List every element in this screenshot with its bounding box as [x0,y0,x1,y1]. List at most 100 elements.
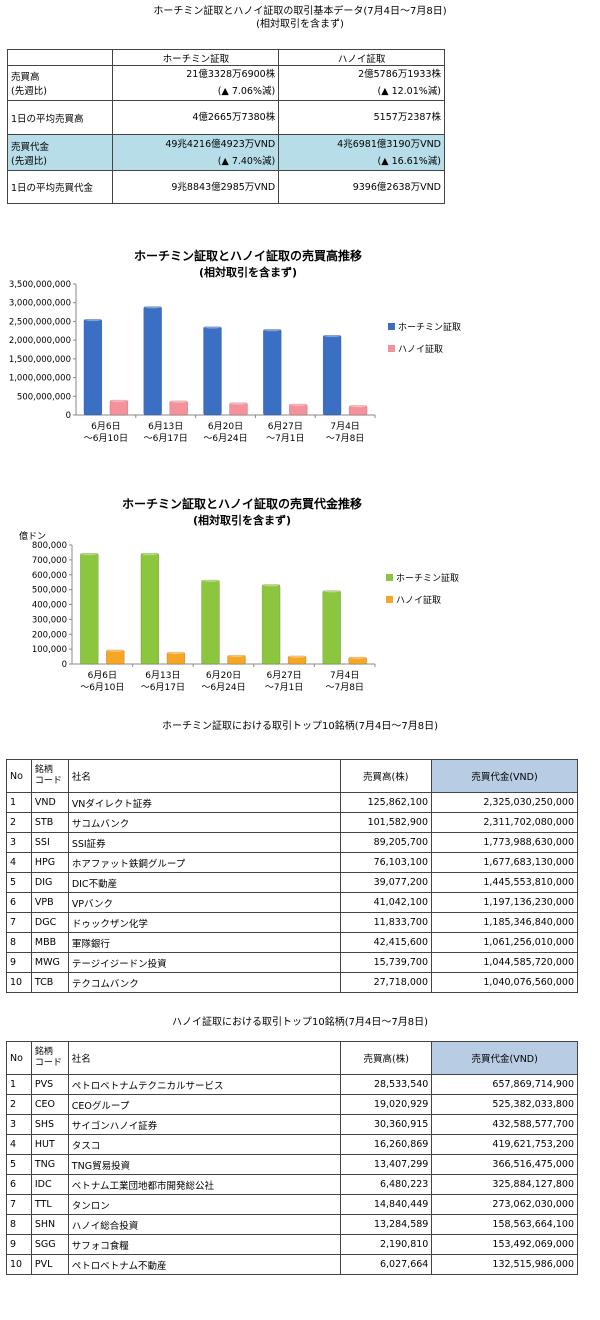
summary-hose-value: 9兆8843億2985万VND [112,170,280,204]
y-tick-label: 100,000 [32,645,67,655]
chart-subtitle: (相対取引を含まず) [193,513,291,527]
bar-hose [261,584,281,665]
summary-hose-value: 4億2665万7380株 [112,100,280,135]
cell-company-name: サコムバンク [67,812,341,833]
bar-top-highlight [80,551,99,556]
legend-label: ハノイ証取 [398,343,443,355]
cell-volume: 6,480,223 [340,1174,433,1195]
cell-value: 1,040,076,560,000 [431,972,578,993]
x-tick-label: ～7月1日 [265,682,303,693]
cell-no: 7 [6,1194,32,1215]
table-row: 6 IDC ベトナム工業団地都市開発総公社 6,480,223 325,884,127,… [6,1174,578,1195]
bar-hnx [229,402,248,416]
cell-code: SHS [30,1114,69,1135]
table-row: 7 TTL タンロン 14,840,449 273,062,030,000 [6,1194,578,1215]
bar-top-highlight [143,304,162,309]
cell-no: 4 [6,1134,32,1155]
cell-code: TNG [30,1154,69,1175]
table-row: 10 TCB テクコムバンク 27,718,000 1,040,076,560,000 [6,972,578,993]
table-row: 9 MWG テージイジードン投資 15,739,700 1,044,585,720,00… [6,952,578,973]
cell-value: 657,869,714,900 [431,1074,578,1095]
table-row: 4 HUT タスコ 16,260,869 419,621,753,200 [6,1134,578,1155]
y-tick-label: 800,000 [32,541,67,551]
summary-title: ホーチミン証取とハノイ証取の取引基本データ(7月4日～7月8日) (相対取引を含… [0,5,600,31]
turnover-chart: ホーチミン証取とハノイ証取の売買代金推移 (相対取引を含まず) 億ドン 0 100,00… [19,496,459,693]
cell-volume: 76,103,100 [339,852,433,873]
cell-volume: 16,260,869 [340,1134,433,1155]
bar-hnx [287,655,307,665]
cell-code: CEO [30,1094,69,1115]
cell-code: TCB [30,972,69,993]
y-tick-label: 400,000 [32,601,67,611]
cell-code: MWG [30,952,69,973]
cell-value: 1,197,136,230,000 [431,892,578,913]
hose-rank-header: No 銘柄 コード 社名 売買高(株) 売買代金(VND) [6,759,578,793]
cell-volume: 15,739,700 [339,952,433,973]
summary-row-volume: 売買高 (先週比) 21億3328万6900株 (▲ 7.06%減) 2億5786万… [6,65,445,101]
header-name: 社名 [67,1041,342,1075]
cell-company-name: 軍隊銀行 [67,932,341,953]
cell-company-name: サイゴンハノイ証券 [67,1114,342,1135]
cell-value: 325,884,127,800 [431,1174,578,1195]
bar-hose [80,552,99,665]
hnx-rank-body: 1 PVS ペトロベトナムテクニカルサービス 28,533,540 657,869,71… [6,1074,578,1275]
legend-swatch [388,345,395,352]
cell-value: 366,516,475,000 [431,1154,578,1175]
y-tick-label: 3,500,000,000 [9,280,71,290]
x-tick-label: ～6月17日 [144,433,188,444]
bar-hose [263,329,282,416]
bar-hnx [106,649,125,665]
bar-top-highlight [263,327,282,332]
cell-volume: 39,077,200 [339,872,433,893]
cell-no: 9 [6,952,32,973]
y-tick-label: 1,000,000,000 [9,374,71,384]
bar-top-highlight [227,653,246,658]
cell-company-name: TNG貿易投資 [67,1154,342,1175]
summary-hnx-value: 4兆6981億3190万VND (▲ 16.61%減) [278,134,445,171]
hnx-rank-title: ハノイ証取における取引トップ10銘柄(7月4日～7月8日) [172,1017,428,1028]
cell-volume: 42,415,600 [339,932,433,953]
header-name: 社名 [67,759,341,793]
cell-company-name: ペトロベトナム不動産 [67,1254,342,1275]
bar-hnx [348,405,368,416]
summary-header-blank [6,49,114,66]
bar-top-highlight [262,582,281,587]
bar-top-highlight [289,401,308,406]
hose-rank-title: ホーチミン証取における取引トップ10銘柄(7月4日～7月8日) [162,721,438,732]
x-tick-label: 6月6日 [91,421,120,432]
bar-top-highlight [323,333,342,338]
cell-no: 8 [6,932,32,953]
table-row: 10 PVL ペトロベトナム不動産 6,027,664 132,515,986,000 [6,1254,578,1275]
cell-no: 2 [6,812,32,833]
bar-top-highlight [83,317,102,322]
cell-no: 1 [6,1074,32,1095]
bar-hnx [227,654,246,665]
hnx-rank-table: No 銘柄 コード 社名 売買高(株) 売買代金(VND) 1 PVS ペトロベトナム… [6,1041,578,1275]
summary-row-turnover: 売買代金 (先週比) 49兆4216億4923万VND (▲ 7.40%減) 4兆6… [6,134,445,171]
cell-code: MBB [30,932,69,953]
bar-hose [143,306,162,416]
cell-value: 432,588,577,700 [431,1114,578,1135]
y-tick-label: 300,000 [32,615,67,625]
bar-top-highlight [201,577,220,582]
x-tick-label: 6月13日 [145,670,180,681]
cell-code: HPG [30,852,69,873]
cell-no: 4 [6,852,32,873]
cell-volume: 13,407,299 [340,1154,433,1175]
cell-volume: 101,582,900 [339,812,433,833]
header-code-line1: 銘柄 [34,765,53,775]
bar-top-highlight [140,551,159,556]
bar-top-highlight [106,647,125,652]
cell-value: 525,382,033,800 [431,1094,578,1115]
summary-table: ホーチミン証取 ハノイ証取 売買高 (先週比) 21億3328万6900株 (▲ 7… [6,49,445,204]
cell-value: 2,311,702,080,000 [431,812,578,833]
cell-company-name: DIC不動産 [67,872,341,893]
cell-company-name: タンロン [67,1194,342,1215]
cell-value: 273,062,030,000 [431,1194,578,1215]
cell-no: 2 [6,1094,32,1115]
header-volume: 売買高(株) [340,1041,433,1075]
cell-company-name: SSI証券 [67,832,341,853]
cell-volume: 13,284,589 [340,1214,433,1235]
y-tick-label: 600,000 [32,571,67,581]
summary-label-sub: (先週比) [11,155,47,167]
